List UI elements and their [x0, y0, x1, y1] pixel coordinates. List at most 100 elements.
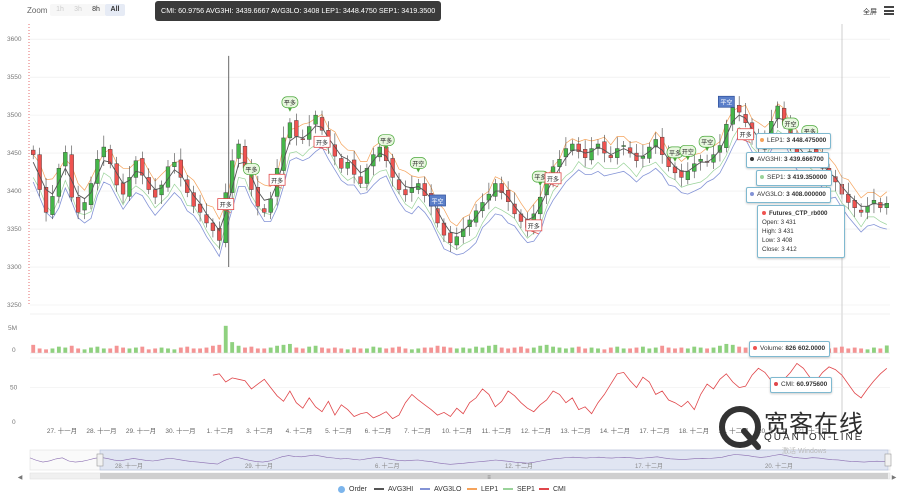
volume-bar: [249, 346, 254, 353]
candle: [467, 219, 472, 227]
volume-bar: [166, 348, 170, 353]
tooltip-volume-value: 826 602.0000: [785, 345, 826, 352]
zoom-3h-button[interactable]: 3h: [68, 4, 88, 16]
candle: [172, 162, 177, 167]
candle: [595, 143, 601, 149]
candle: [737, 105, 742, 113]
volume-bar: [352, 347, 357, 353]
x-tick-label: 7. 十二月: [404, 426, 431, 435]
volume-bar: [114, 345, 119, 353]
volume-bar: [563, 348, 568, 353]
candle: [262, 208, 267, 213]
annotation-label-8: 开多: [528, 222, 540, 230]
candle: [146, 177, 151, 190]
volume-bar: [82, 349, 87, 353]
volume-bar: [506, 348, 511, 353]
candle: [319, 117, 325, 131]
tooltip-avg3lo-label: AVG3LO:: [757, 191, 785, 198]
tooltip-cmi-label: CMI:: [781, 381, 795, 388]
candle: [698, 158, 703, 162]
candle: [108, 149, 113, 164]
volume-bar: [172, 349, 177, 353]
volume-bar: [281, 344, 286, 353]
fullscreen-button[interactable]: 全屏: [863, 9, 877, 16]
lep1-swatch-icon: [467, 488, 477, 490]
hamburger-menu-icon[interactable]: [884, 6, 894, 15]
volume-bar: [467, 348, 472, 353]
volume-bar: [365, 348, 369, 353]
candle: [858, 209, 864, 213]
x-tick-label: 20. 十二月: [758, 426, 788, 435]
tooltip-close: Close: 3 412: [762, 246, 797, 253]
volume-bar: [397, 346, 401, 353]
volume-tick-5m: 5M: [8, 325, 17, 332]
legend-item-sep1[interactable]: SEP1: [503, 484, 535, 496]
annotation-label-4: 开多: [316, 139, 328, 147]
candle: [31, 149, 36, 155]
annotation-pointer: [685, 156, 690, 161]
volume-bar: [313, 345, 318, 353]
volume-bar: [288, 343, 292, 353]
zoom-1h-button[interactable]: 1h: [50, 4, 70, 16]
candle: [422, 183, 427, 196]
candle: [358, 176, 363, 184]
zoom-8h-button[interactable]: 8h: [86, 4, 106, 16]
sep1-dot-icon: [760, 175, 764, 180]
y-tick-label: 3450: [7, 150, 22, 157]
volume-bar: [429, 347, 434, 353]
x-tick-label: 11. 十二月: [482, 426, 512, 435]
candle: [345, 162, 350, 169]
volume-bar: [859, 348, 864, 353]
annotation-label-2: 开多: [271, 177, 283, 185]
legend-item-order[interactable]: Order: [338, 484, 367, 496]
candle: [865, 206, 870, 213]
legend-item-lep1[interactable]: LEP1: [467, 484, 498, 496]
volume-bar: [583, 348, 588, 353]
candle: [159, 184, 164, 196]
legend-item-avg3lo[interactable]: AVG3LO: [420, 484, 462, 496]
volume-bar: [390, 347, 395, 353]
annotation-pointer: [788, 128, 793, 133]
volume-bar: [332, 347, 337, 353]
volume-bar: [839, 346, 844, 353]
candle: [339, 158, 344, 169]
volume-bar: [422, 347, 427, 353]
annotation-label-1: 平多: [245, 166, 257, 174]
lep1-dot-icon: [760, 138, 764, 143]
candle: [165, 166, 171, 188]
volume-bar: [275, 345, 280, 353]
volume-bar: [140, 346, 145, 353]
volume-bar: [345, 349, 350, 353]
x-tick-label: 27. 十一月: [47, 426, 77, 435]
range-handle-icon: [96, 453, 104, 467]
volume-bar: [474, 346, 478, 353]
candle: [127, 177, 132, 197]
volume-bar: [223, 325, 228, 353]
x-tick-label: 12. 十二月: [521, 426, 551, 435]
candle: [570, 143, 575, 152]
tooltip-cmi-value: 60.975600: [796, 381, 828, 388]
scroll-left-icon: ◀: [18, 475, 23, 481]
annotation-label-16: 开空: [785, 120, 797, 128]
annotation-box-blue: [717, 95, 735, 108]
navigator-tick-label: 12. 十二月: [505, 462, 533, 470]
volume-bar: [666, 347, 671, 353]
tooltip-sep1: SEP1: 3 419.350000: [756, 170, 833, 186]
navigator-tick-label: 6. 十二月: [375, 462, 400, 470]
legend-item-avg3hi[interactable]: AVG3HI: [374, 484, 413, 496]
tooltip-sep1-label: SEP1:: [767, 174, 786, 181]
volume-bar: [673, 348, 677, 353]
volume-bar: [56, 346, 61, 353]
legend-item-cmi[interactable]: CMI: [539, 484, 566, 496]
candle: [217, 228, 222, 241]
scrollbar-grip-icon: ≡: [487, 475, 491, 481]
volume-bar: [307, 346, 312, 353]
volume-bar: [268, 347, 273, 353]
volume-bar: [557, 347, 562, 353]
candle: [717, 145, 723, 153]
annotation-box: [217, 198, 235, 211]
zoom-all-button[interactable]: All: [105, 4, 125, 16]
tooltip-avg3lo-value: 3 408.000000: [786, 191, 826, 198]
candle: [191, 192, 196, 207]
